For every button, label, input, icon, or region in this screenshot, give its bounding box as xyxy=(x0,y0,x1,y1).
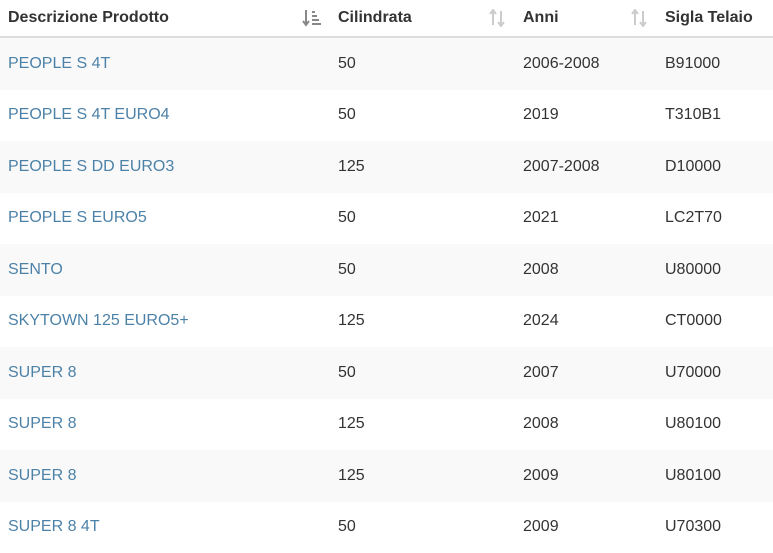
cell-anni: 2007 xyxy=(515,347,657,399)
cell-prodotto[interactable]: SUPER 8 xyxy=(0,399,330,451)
product-link[interactable]: PEOPLE S 4T xyxy=(8,55,110,72)
cell-sigla: U80100 xyxy=(657,450,773,502)
sort-icon[interactable] xyxy=(629,9,649,27)
cell-sigla: D10000 xyxy=(657,141,773,193)
cell-anni: 2009 xyxy=(515,450,657,502)
cell-cilindrata: 125 xyxy=(330,399,515,451)
cell-prodotto[interactable]: SUPER 8 xyxy=(0,347,330,399)
column-header-label: Descrizione Prodotto xyxy=(8,9,169,26)
cell-sigla: CT0000 xyxy=(657,296,773,348)
cell-prodotto[interactable]: SUPER 8 xyxy=(0,450,330,502)
cell-cilindrata: 50 xyxy=(330,244,515,296)
cell-cilindrata: 50 xyxy=(330,90,515,142)
cell-anni: 2024 xyxy=(515,296,657,348)
cell-anni: 2008 xyxy=(515,244,657,296)
column-header-sigla[interactable]: Sigla Telaio xyxy=(657,0,773,37)
product-link[interactable]: SENTO xyxy=(8,261,63,278)
cell-anni: 2007-2008 xyxy=(515,141,657,193)
cell-cilindrata: 125 xyxy=(330,450,515,502)
cell-cilindrata: 125 xyxy=(330,296,515,348)
cell-prodotto[interactable]: SUPER 8 4T xyxy=(0,502,330,553)
product-link[interactable]: SUPER 8 xyxy=(8,364,76,381)
column-header-cilindrata[interactable]: Cilindrata xyxy=(330,0,515,37)
cell-cilindrata: 125 xyxy=(330,141,515,193)
column-header-label: Cilindrata xyxy=(338,9,412,26)
table-header: Descrizione Prodotto Cilindrata Anni xyxy=(0,0,773,37)
cell-prodotto[interactable]: SENTO xyxy=(0,244,330,296)
header-row: Descrizione Prodotto Cilindrata Anni xyxy=(0,0,773,37)
cell-anni: 2008 xyxy=(515,399,657,451)
cell-sigla: B91000 xyxy=(657,37,773,90)
cell-cilindrata: 50 xyxy=(330,347,515,399)
cell-prodotto[interactable]: PEOPLE S 4T EURO4 xyxy=(0,90,330,142)
product-link[interactable]: PEOPLE S DD EURO3 xyxy=(8,158,174,175)
column-header-anni[interactable]: Anni xyxy=(515,0,657,37)
column-header-descrizione[interactable]: Descrizione Prodotto xyxy=(0,0,330,37)
cell-anni: 2006-2008 xyxy=(515,37,657,90)
cell-anni: 2019 xyxy=(515,90,657,142)
cell-sigla: U70300 xyxy=(657,502,773,553)
column-header-label: Sigla Telaio xyxy=(665,9,753,26)
product-link[interactable]: PEOPLE S EURO5 xyxy=(8,209,147,226)
product-link[interactable]: SUPER 8 xyxy=(8,415,76,432)
cell-prodotto[interactable]: PEOPLE S 4T xyxy=(0,37,330,90)
cell-prodotto[interactable]: SKYTOWN 125 EURO5+ xyxy=(0,296,330,348)
cell-cilindrata: 50 xyxy=(330,502,515,553)
cell-cilindrata: 50 xyxy=(330,37,515,90)
product-link[interactable]: PEOPLE S 4T EURO4 xyxy=(8,106,170,123)
product-link[interactable]: SUPER 8 xyxy=(8,467,76,484)
sort-icon[interactable] xyxy=(487,9,507,27)
cell-anni: 2021 xyxy=(515,193,657,245)
cell-prodotto[interactable]: PEOPLE S EURO5 xyxy=(0,193,330,245)
cell-cilindrata: 50 xyxy=(330,193,515,245)
column-header-label: Anni xyxy=(523,9,559,26)
cell-sigla: U80000 xyxy=(657,244,773,296)
sort-amount-desc-icon[interactable] xyxy=(302,9,322,27)
cell-sigla: U80100 xyxy=(657,399,773,451)
cell-sigla: U70000 xyxy=(657,347,773,399)
product-link[interactable]: SKYTOWN 125 EURO5+ xyxy=(8,312,189,329)
cell-sigla: LC2T70 xyxy=(657,193,773,245)
cell-anni: 2009 xyxy=(515,502,657,553)
product-link[interactable]: SUPER 8 4T xyxy=(8,518,100,535)
cell-sigla: T310B1 xyxy=(657,90,773,142)
cell-prodotto[interactable]: PEOPLE S DD EURO3 xyxy=(0,141,330,193)
